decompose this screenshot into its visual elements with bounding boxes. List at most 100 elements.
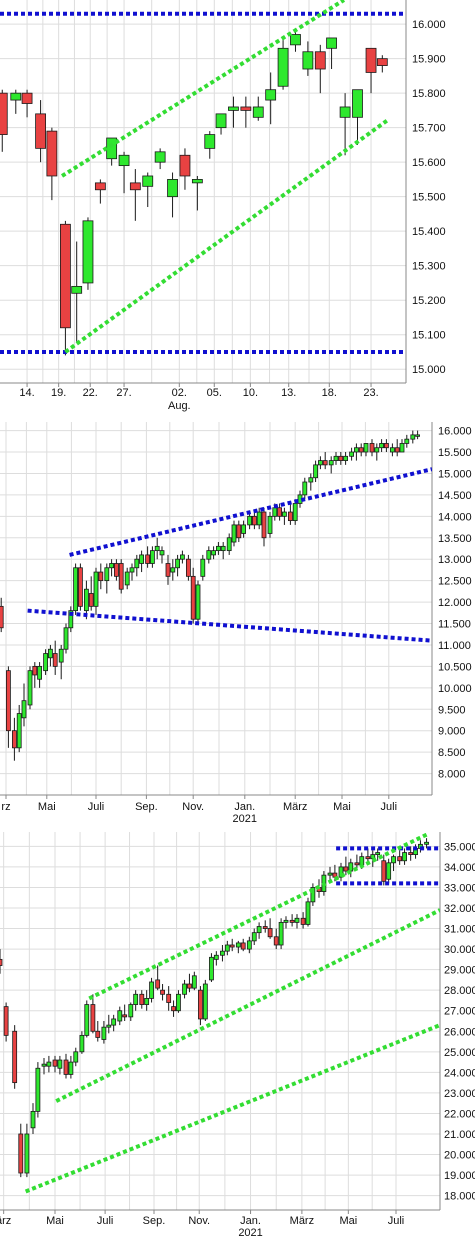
candle-body-up: [71, 285, 83, 294]
candle: [267, 918, 273, 939]
candle: [134, 554, 140, 577]
y-tick-label: 30.000: [444, 944, 475, 956]
candle: [394, 439, 400, 457]
candle: [338, 452, 344, 465]
candle: [389, 443, 395, 457]
candle-body-up: [79, 1034, 85, 1053]
x-tick-label: rz: [1, 801, 10, 813]
candle: [353, 443, 359, 461]
candle-body-down: [155, 979, 161, 989]
candle-body-down: [60, 223, 71, 329]
candle: [63, 1053, 69, 1079]
candle: [88, 576, 94, 611]
candle: [231, 520, 237, 547]
candle-body-down: [94, 182, 106, 191]
candlestick-chart-3: 18.000 19.000 20.000 21.000 22.000 23.000 24.0…: [0, 832, 475, 1239]
candle: [290, 31, 301, 52]
candle: [410, 430, 416, 444]
candle: [63, 623, 69, 654]
candle-body-up: [374, 447, 380, 453]
y-tick-label: 15.800: [412, 88, 446, 100]
candle: [84, 1000, 90, 1038]
candle-body-up: [333, 455, 339, 461]
candle: [149, 546, 155, 568]
candle: [229, 938, 235, 952]
y-tick-label: 10.500: [438, 661, 472, 673]
candle-body-up: [57, 1059, 63, 1069]
candle: [215, 113, 227, 135]
candle: [101, 1021, 107, 1044]
y-tick-label: 8.500: [438, 747, 466, 759]
x-tick-label: 10.: [243, 387, 258, 399]
candle-body-down: [314, 51, 326, 70]
candle-body-up: [283, 919, 289, 923]
candle-body-down: [95, 1030, 101, 1038]
candle: [204, 131, 216, 159]
candle: [3, 1002, 9, 1042]
candle: [94, 179, 106, 204]
candle: [300, 912, 306, 929]
candle-body-down: [98, 571, 104, 582]
candle: [265, 72, 277, 125]
candle-body-up: [252, 106, 264, 118]
candle-body-up: [27, 670, 33, 706]
candle: [155, 965, 161, 991]
candle: [0, 597, 4, 633]
candle: [35, 100, 46, 163]
y-tick-label: 15.300: [412, 261, 446, 273]
x-tick-label: 22.: [83, 387, 98, 399]
candle-body-up: [235, 942, 241, 948]
candles: [0, 430, 421, 761]
candle: [170, 559, 176, 581]
x-tick-label: Sep.: [135, 801, 158, 813]
candle-body-up: [154, 545, 160, 552]
x-tick-label: Jan.: [234, 801, 255, 813]
candle-body-up: [310, 887, 316, 903]
candle-body-down: [240, 942, 246, 950]
y-tick-label: 35.000: [444, 841, 475, 853]
candle: [314, 44, 326, 94]
candle: [281, 507, 287, 525]
candle: [354, 854, 360, 869]
candle-body-up: [24, 1133, 30, 1174]
y-tick-label: 25.000: [444, 1047, 475, 1059]
candle: [376, 55, 388, 73]
candle: [57, 1055, 63, 1075]
y-tick-label: 16.000: [438, 426, 472, 438]
x-tick-label: Juli: [88, 801, 105, 813]
candle: [283, 916, 289, 929]
candle: [73, 1047, 79, 1067]
y-tick-label: 8.000: [438, 769, 466, 781]
candle: [46, 1055, 52, 1073]
candle: [386, 858, 392, 884]
candle: [104, 563, 110, 594]
candle-body-up: [182, 983, 187, 995]
candle-body-up: [251, 932, 257, 942]
candle-body-down: [90, 1004, 96, 1032]
y-tick-label: 22.000: [444, 1108, 475, 1120]
candle-body-down: [198, 989, 203, 1020]
candle-body-down: [229, 944, 235, 948]
candle: [84, 580, 89, 620]
candle: [213, 951, 219, 966]
candle-body-up: [272, 507, 278, 517]
candle: [302, 477, 308, 500]
y-tick-label: 32.000: [444, 903, 475, 915]
candle: [358, 443, 364, 457]
candle-body-up: [106, 1024, 112, 1028]
candle-body-up: [209, 956, 214, 981]
candle-body-down: [236, 524, 242, 539]
x-tick-label: 23.: [363, 387, 378, 399]
candle-body-up: [16, 713, 22, 749]
y-tick-label: 9.000: [438, 726, 466, 738]
candle: [397, 850, 403, 865]
x-tick-label: Juli: [381, 801, 398, 813]
candle-body-up: [404, 438, 410, 444]
candle: [375, 848, 381, 861]
y-tick-label: 18.000: [444, 1191, 475, 1203]
candle: [236, 520, 242, 543]
candle: [211, 546, 217, 560]
y-tick-label: 12.000: [438, 597, 472, 609]
candle-body-up: [389, 447, 395, 453]
candle: [139, 550, 145, 573]
